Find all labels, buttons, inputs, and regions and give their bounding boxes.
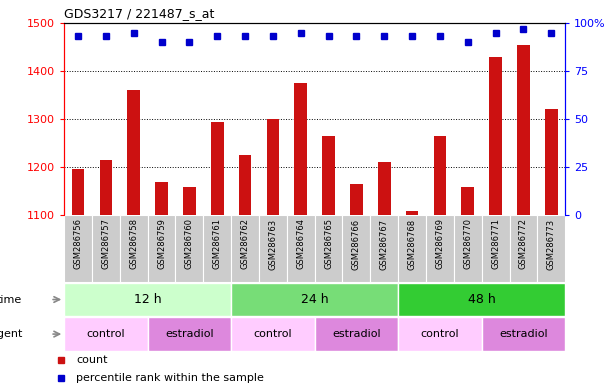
Bar <box>461 187 474 215</box>
Text: agent: agent <box>0 329 23 339</box>
Bar <box>481 318 565 351</box>
Text: GSM286760: GSM286760 <box>185 218 194 270</box>
Text: GSM286773: GSM286773 <box>547 218 556 270</box>
Bar <box>100 160 112 215</box>
Text: GSM286756: GSM286756 <box>73 218 82 270</box>
Bar <box>315 318 398 351</box>
Bar <box>64 283 231 316</box>
Bar <box>378 162 390 215</box>
Bar <box>510 215 537 282</box>
Text: estradiol: estradiol <box>165 329 214 339</box>
Bar <box>398 215 426 282</box>
Text: GSM286761: GSM286761 <box>213 218 222 270</box>
Bar <box>148 215 175 282</box>
Bar <box>128 90 140 215</box>
Bar <box>315 215 343 282</box>
Bar <box>370 215 398 282</box>
Bar <box>434 136 446 215</box>
Bar <box>231 283 398 316</box>
Text: GSM286765: GSM286765 <box>324 218 333 270</box>
Bar <box>64 318 148 351</box>
Text: 12 h: 12 h <box>134 293 161 306</box>
Text: GSM286766: GSM286766 <box>352 218 361 270</box>
Bar <box>426 215 454 282</box>
Text: count: count <box>76 356 108 366</box>
Bar <box>266 119 279 215</box>
Bar <box>545 109 557 215</box>
Text: GSM286758: GSM286758 <box>130 218 138 270</box>
Bar <box>537 215 565 282</box>
Bar <box>155 182 168 215</box>
Bar <box>239 155 251 215</box>
Text: GSM286759: GSM286759 <box>157 218 166 269</box>
Bar <box>323 136 335 215</box>
Text: control: control <box>420 329 459 339</box>
Text: GSM286757: GSM286757 <box>101 218 111 270</box>
Bar <box>259 215 287 282</box>
Text: control: control <box>87 329 125 339</box>
Bar <box>231 215 259 282</box>
Bar <box>120 215 148 282</box>
Text: GSM286763: GSM286763 <box>268 218 277 270</box>
Bar <box>211 122 224 215</box>
Bar <box>92 215 120 282</box>
Bar <box>231 318 315 351</box>
Bar <box>398 318 481 351</box>
Text: estradiol: estradiol <box>499 329 547 339</box>
Bar <box>343 215 370 282</box>
Text: 48 h: 48 h <box>468 293 496 306</box>
Text: GDS3217 / 221487_s_at: GDS3217 / 221487_s_at <box>64 7 214 20</box>
Bar <box>481 215 510 282</box>
Text: GSM286772: GSM286772 <box>519 218 528 270</box>
Text: estradiol: estradiol <box>332 329 381 339</box>
Bar <box>295 83 307 215</box>
Bar <box>64 215 92 282</box>
Text: GSM286768: GSM286768 <box>408 218 417 270</box>
Text: GSM286771: GSM286771 <box>491 218 500 270</box>
Text: 24 h: 24 h <box>301 293 329 306</box>
Bar <box>287 215 315 282</box>
Bar <box>489 56 502 215</box>
Text: percentile rank within the sample: percentile rank within the sample <box>76 373 264 383</box>
Bar <box>72 169 84 215</box>
Text: GSM286770: GSM286770 <box>463 218 472 270</box>
Bar <box>454 215 481 282</box>
Bar <box>398 283 565 316</box>
Bar <box>406 211 419 215</box>
Bar <box>183 187 196 215</box>
Bar <box>175 215 203 282</box>
Text: control: control <box>254 329 292 339</box>
Bar <box>203 215 231 282</box>
Bar <box>350 184 363 215</box>
Text: GSM286764: GSM286764 <box>296 218 306 270</box>
Text: time: time <box>0 295 23 305</box>
Text: GSM286762: GSM286762 <box>241 218 249 270</box>
Text: GSM286769: GSM286769 <box>436 218 444 270</box>
Bar <box>148 318 231 351</box>
Bar <box>517 45 530 215</box>
Text: GSM286767: GSM286767 <box>380 218 389 270</box>
